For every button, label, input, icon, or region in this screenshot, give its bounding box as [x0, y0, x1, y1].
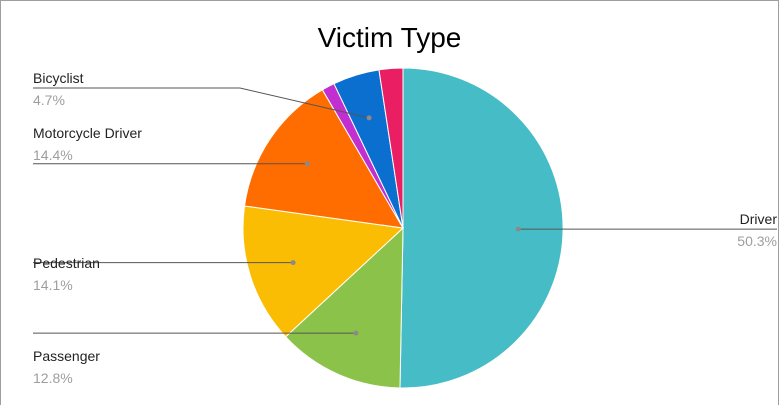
- leader-dot: [290, 260, 296, 266]
- slice-percent-label: 14.4%: [33, 147, 73, 163]
- pie-slice-pedestrian: [242, 205, 405, 338]
- slice-label: Motorcycle Driver: [33, 125, 142, 141]
- slice-label: Bicyclist: [33, 70, 84, 86]
- pie-slice-unlabeled: [378, 67, 404, 229]
- slice-label: Pedestrian: [33, 255, 100, 271]
- slice-percent-label: 14.1%: [33, 277, 73, 293]
- pie-slices: [242, 67, 564, 389]
- pie-slice-motorcycle-driver: [243, 89, 404, 229]
- leader-dot: [353, 330, 359, 336]
- leader-line: [33, 87, 370, 119]
- pie-slice-driver: [399, 67, 564, 389]
- slice-labels: Driver 50.3% Passenger 12.8% Pedestrian 14.1%…: [33, 70, 777, 386]
- leader-dot: [366, 115, 372, 121]
- slice-percent-label: 50.3%: [737, 233, 777, 249]
- slice-label: Passenger: [33, 348, 100, 364]
- slice-percent-label: 4.7%: [33, 92, 65, 108]
- leader-dot: [304, 161, 310, 167]
- slice-label: Driver: [740, 211, 778, 227]
- slice-percent-label: 12.8%: [33, 370, 73, 386]
- pie-slice-passenger: [284, 226, 404, 389]
- chart-title: Victim Type: [317, 22, 462, 53]
- leader-lines: [33, 87, 777, 336]
- leader-dot: [515, 226, 521, 232]
